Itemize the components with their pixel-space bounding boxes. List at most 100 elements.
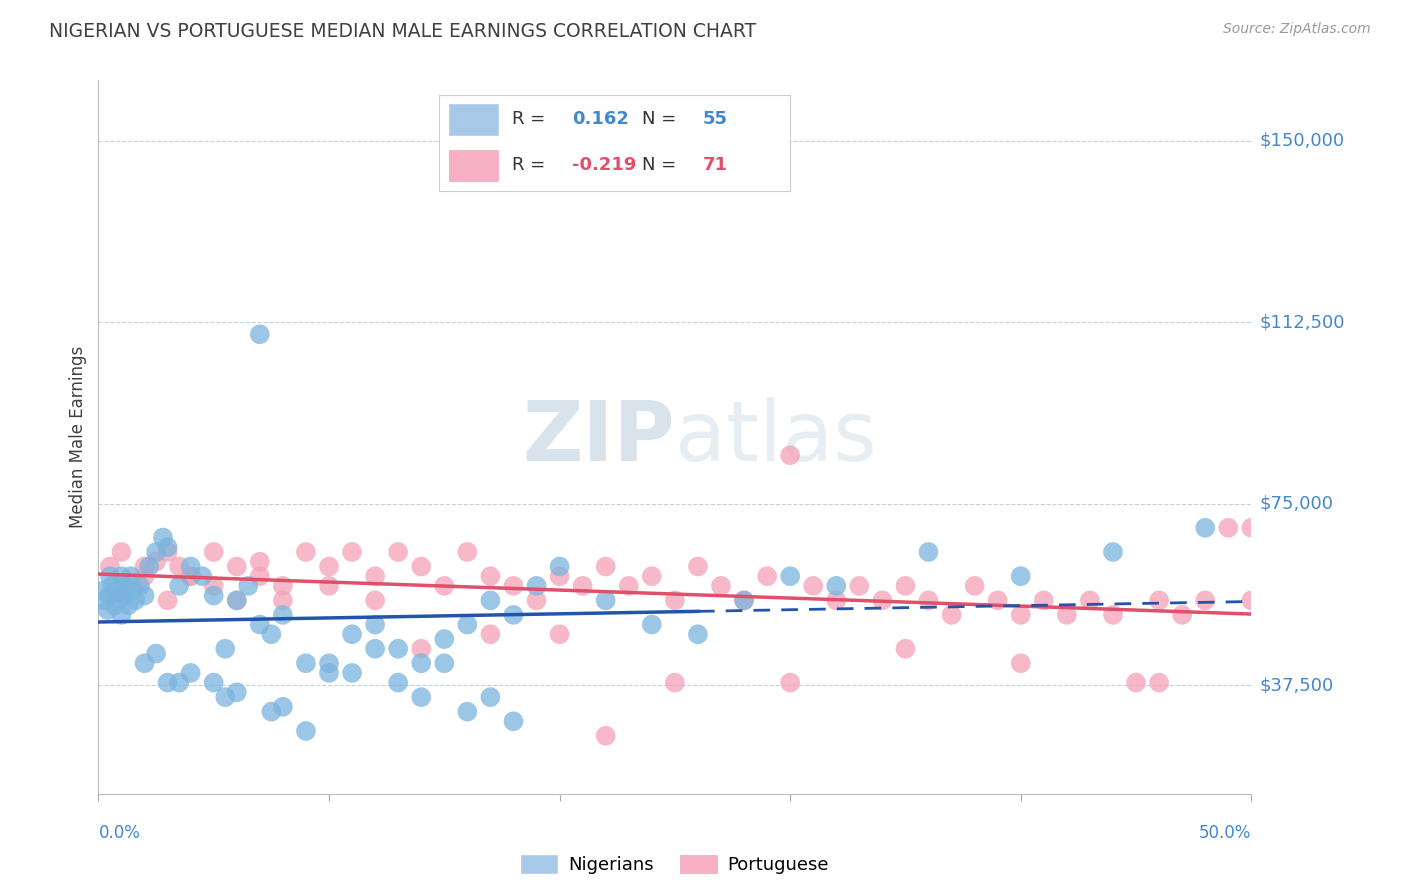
Point <box>779 569 801 583</box>
Point <box>156 540 179 554</box>
Point <box>917 593 939 607</box>
Point <box>779 448 801 462</box>
Point <box>134 559 156 574</box>
Point <box>145 555 167 569</box>
Point <box>1194 521 1216 535</box>
Point <box>295 545 318 559</box>
Point <box>710 579 733 593</box>
Point <box>641 617 664 632</box>
Point <box>340 627 363 641</box>
Point <box>167 559 190 574</box>
Point <box>686 627 709 641</box>
Point <box>340 665 363 680</box>
Point <box>156 593 179 607</box>
Point <box>664 593 686 607</box>
Point <box>238 579 260 593</box>
Point <box>825 593 848 607</box>
Point <box>122 579 145 593</box>
Point <box>364 569 387 583</box>
Point <box>456 617 478 632</box>
Point <box>271 699 294 714</box>
Point <box>202 675 225 690</box>
Point <box>433 657 456 671</box>
Point <box>1240 521 1263 535</box>
Point <box>733 593 755 607</box>
Point <box>156 675 179 690</box>
Point <box>110 569 132 583</box>
Point <box>138 559 160 574</box>
Point <box>110 545 132 559</box>
Point <box>260 627 283 641</box>
Point <box>112 589 135 603</box>
Point <box>134 589 156 603</box>
Point <box>479 593 502 607</box>
Point <box>479 690 502 705</box>
Point <box>411 641 433 656</box>
Point <box>191 569 214 583</box>
Point <box>456 545 478 559</box>
Point <box>387 641 409 656</box>
Point <box>225 593 247 607</box>
Point <box>502 714 524 729</box>
Point <box>98 589 121 603</box>
Point <box>180 569 202 583</box>
Text: $112,500: $112,500 <box>1260 313 1346 331</box>
Point <box>214 690 236 705</box>
Point <box>94 593 117 607</box>
Point <box>686 559 709 574</box>
Point <box>156 545 179 559</box>
Point <box>145 647 167 661</box>
Point <box>180 569 202 583</box>
Point <box>894 579 917 593</box>
Point <box>1010 607 1032 622</box>
Point <box>411 657 433 671</box>
Text: Source: ZipAtlas.com: Source: ZipAtlas.com <box>1223 22 1371 37</box>
Point <box>1147 675 1170 690</box>
Point <box>548 559 571 574</box>
Point <box>129 579 152 593</box>
Point <box>733 593 755 607</box>
Point <box>202 545 225 559</box>
Point <box>1147 593 1170 607</box>
Text: atlas: atlas <box>675 397 876 477</box>
Point <box>756 569 779 583</box>
Point <box>124 593 146 607</box>
Point <box>526 593 548 607</box>
Point <box>387 545 409 559</box>
Point <box>987 593 1010 607</box>
Point <box>1240 593 1263 607</box>
Point <box>340 545 363 559</box>
Point <box>260 705 283 719</box>
Point <box>225 559 247 574</box>
Point <box>167 579 190 593</box>
Text: ZIP: ZIP <box>523 397 675 477</box>
Point <box>664 675 686 690</box>
Point <box>110 579 132 593</box>
Point <box>1010 569 1032 583</box>
Point <box>152 531 174 545</box>
Point <box>595 729 617 743</box>
Point <box>318 559 340 574</box>
Point <box>872 593 894 607</box>
Point <box>318 665 340 680</box>
Point <box>225 685 247 699</box>
Point <box>110 607 132 622</box>
Point <box>271 607 294 622</box>
Point <box>295 657 318 671</box>
Point <box>595 593 617 607</box>
Point <box>1102 607 1125 622</box>
Point <box>479 627 502 641</box>
Point <box>122 583 145 598</box>
Text: 0.0%: 0.0% <box>98 824 141 842</box>
Legend: Nigerians, Portuguese: Nigerians, Portuguese <box>513 847 837 881</box>
Point <box>801 579 824 593</box>
Point <box>941 607 963 622</box>
Point <box>115 579 138 593</box>
Point <box>91 583 114 598</box>
Point <box>1125 675 1147 690</box>
Point <box>98 559 121 574</box>
Point <box>249 569 271 583</box>
Point <box>825 579 848 593</box>
Point <box>202 579 225 593</box>
Text: 50.0%: 50.0% <box>1199 824 1251 842</box>
